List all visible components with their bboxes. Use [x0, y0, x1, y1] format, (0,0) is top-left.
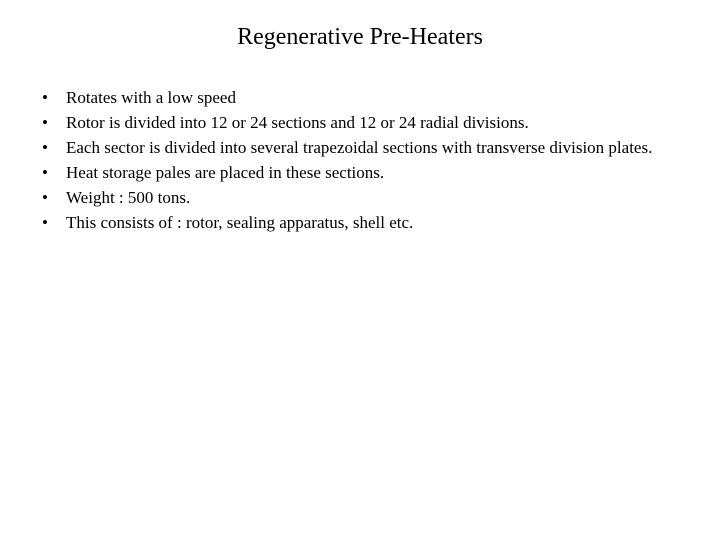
- bullet-list: Rotates with a low speed Rotor is divide…: [0, 87, 720, 235]
- list-item: Weight : 500 tons.: [38, 187, 680, 210]
- list-item: Heat storage pales are placed in these s…: [38, 162, 680, 185]
- slide-title: Regenerative Pre-Heaters: [0, 24, 720, 51]
- list-item: Each sector is divided into several trap…: [38, 137, 680, 160]
- list-item: Rotates with a low speed: [38, 87, 680, 110]
- list-item: Rotor is divided into 12 or 24 sections …: [38, 112, 680, 135]
- list-item: This consists of : rotor, sealing appara…: [38, 212, 680, 235]
